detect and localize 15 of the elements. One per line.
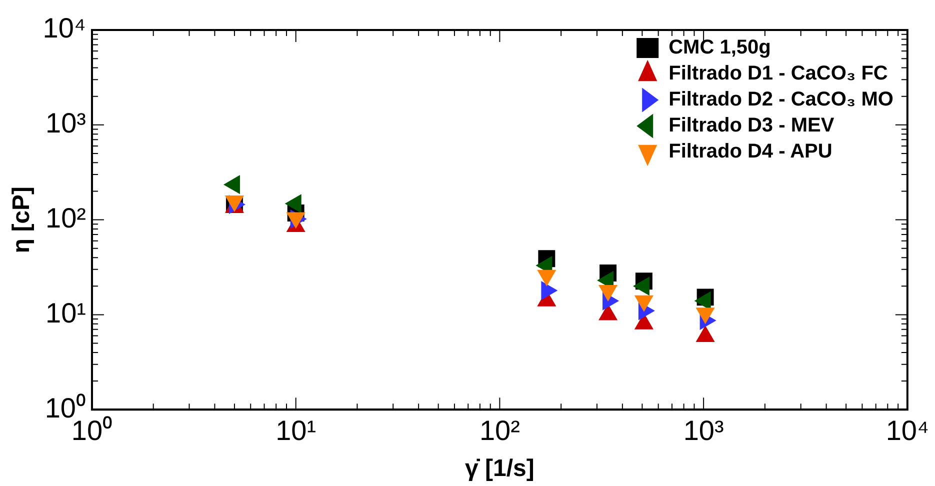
y-tick-label: 10³ bbox=[46, 108, 86, 139]
legend-label: Filtrado D2 - CaCO₃ MO bbox=[668, 88, 894, 111]
y-tick-label: 10⁴ bbox=[42, 12, 86, 44]
y-tick-label: 10¹ bbox=[46, 297, 86, 328]
legend-label: Filtrado D4 - APU bbox=[668, 140, 832, 163]
legend-label: Filtrado D3 - MEV bbox=[668, 114, 835, 137]
legend-label: Filtrado D1 - CaCO₃ FC bbox=[668, 62, 888, 85]
x-tick-label: 10² bbox=[479, 415, 520, 446]
x-tick-label: 10¹ bbox=[276, 415, 316, 446]
y-axis-title: η [cP] bbox=[8, 186, 36, 254]
legend-label: CMC 1,50g bbox=[668, 36, 771, 59]
x-axis-title: γ̇ [1/s] bbox=[465, 455, 534, 482]
y-tick-label: 10² bbox=[46, 202, 86, 234]
x-tick-label: 10³ bbox=[683, 415, 724, 446]
x-tick-label: 10⁴ bbox=[886, 415, 930, 446]
